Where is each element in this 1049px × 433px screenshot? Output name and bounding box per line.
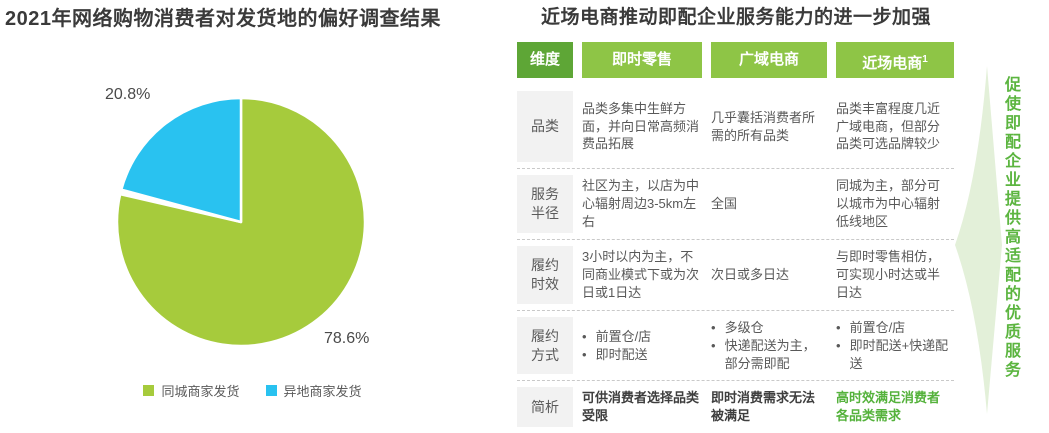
- pie-chart: [113, 94, 369, 350]
- table-row: 服务半径 社区为主，以店为中心辐射周边3-5km左右 全国 同城为主，部分可以城…: [517, 169, 954, 240]
- table-cell: 多级仓 快递配送为主，部分需即配: [711, 314, 827, 378]
- pie-value-label-local: 78.6%: [324, 330, 370, 347]
- right-panel: 近场电商推动即配企业服务能力的进一步加强 维度 即时零售 广域电商 近场电商1 …: [517, 0, 1049, 428]
- pie-value-label-remote: 20.8%: [105, 86, 151, 103]
- table-row: 履约时效 3小时以内为主，不同商业模式下或为次日或1日达 次日或多日达 与即时零…: [517, 240, 954, 311]
- legend-label: 同城商家发货: [161, 384, 240, 399]
- table-cell-summary-highlight: 高时效满足消费者各品类需求: [836, 390, 941, 424]
- pie-legend: 同城商家发货 异地商家发货: [0, 381, 505, 400]
- bullet-item: 前置仓/店: [582, 328, 700, 346]
- row-label-fulfillment-time: 履约时效: [517, 245, 573, 304]
- left-panel-title: 2021年网络购物消费者对发货地的偏好调查结果: [5, 8, 441, 30]
- table-cell: 同城为主，部分可以城市为中心辐射低线地区: [836, 178, 941, 229]
- left-panel: 2021年网络购物消费者对发货地的偏好调查结果 20.8% 78.6% 同城商家…: [0, 0, 505, 416]
- pie-chart-svg: [115, 96, 367, 348]
- table-row: 履约方式 前置仓/店 即时配送 多级仓 快递配送为主，部分需即配 前置仓/店 即…: [517, 311, 954, 382]
- bullet-item: 前置仓/店: [836, 319, 952, 337]
- table-row: 简析 可供消费者选择品类受限 即时消费需求无法被满足 高时效满足消费者各品类需求: [517, 381, 954, 433]
- bullet-item: 快递配送为主，部分需即配: [711, 337, 825, 373]
- comparison-table: 维度 即时零售 广域电商 近场电商1 品类 品类多集中生鲜方面，并向日常高频消费…: [517, 42, 954, 433]
- header-label: 近场电商: [862, 55, 923, 72]
- table-cell: 全国: [711, 195, 738, 211]
- table-cell: 3小时以内为主，不同商业模式下或为次日或1日达: [582, 248, 700, 300]
- bullet-item: 即时配送+快递配送: [836, 337, 952, 373]
- table-cell-summary: 可供消费者选择品类受限: [582, 390, 700, 424]
- footnote-marker: 1: [922, 54, 928, 65]
- header-cell-wide-ecommerce: 广域电商: [711, 42, 827, 78]
- row-label-fulfillment-mode: 履约方式: [517, 316, 573, 375]
- table-cell: 社区为主，以店为中心辐射周边3-5km左右: [582, 178, 700, 229]
- table-cell: 与即时零售相仿，可实现小时达或半日达: [836, 248, 941, 300]
- table-cell: 前置仓/店 即时配送+快递配送: [836, 314, 954, 378]
- table-row: 品类 品类多集中生鲜方面，并向日常高频消费品拓展 几乎囊括消费者所需的所有品类 …: [517, 85, 954, 169]
- table-cell: 品类丰富程度几近广域电商，但部分品类可选品牌较少: [836, 100, 941, 152]
- row-label-summary: 简析: [517, 387, 573, 428]
- arrow-note-text: 促使即配企业提供高适配的优质服务: [1002, 76, 1019, 380]
- table-cell-summary: 即时消费需求无法被满足: [711, 390, 816, 424]
- legend-swatch: [143, 385, 155, 396]
- bullet-item: 多级仓: [711, 319, 825, 337]
- right-arrow-chevron: [955, 66, 1002, 414]
- table-cell: 几乎囊括消费者所需的所有品类: [711, 109, 816, 143]
- row-label-category: 品类: [517, 91, 573, 162]
- legend-swatch: [265, 385, 277, 396]
- right-panel-title: 近场电商推动即配企业服务能力的进一步加强: [541, 7, 932, 28]
- legend-item-local: 同城商家发货: [143, 381, 240, 400]
- legend-label: 异地商家发货: [283, 384, 362, 399]
- row-label-service-radius: 服务半径: [517, 175, 573, 233]
- table-cell: 前置仓/店 即时配送: [582, 323, 702, 369]
- legend-item-remote: 异地商家发货: [265, 381, 362, 400]
- bullet-item: 即时配送: [582, 346, 700, 364]
- table-cell: 品类多集中生鲜方面，并向日常高频消费品拓展: [582, 100, 700, 152]
- header-cell-dimension: 维度: [517, 42, 573, 78]
- table-cell: 次日或多日达: [711, 266, 790, 282]
- table-header-row: 维度 即时零售 广域电商 近场电商1: [517, 42, 954, 78]
- header-cell-near-ecommerce: 近场电商1: [836, 42, 954, 78]
- header-cell-instant-retail: 即时零售: [582, 42, 702, 78]
